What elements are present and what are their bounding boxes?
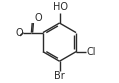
Text: HO: HO [53, 2, 68, 12]
Text: O: O [15, 28, 23, 38]
Text: O: O [34, 13, 42, 23]
Text: Cl: Cl [87, 47, 96, 57]
Text: Br: Br [54, 71, 65, 81]
